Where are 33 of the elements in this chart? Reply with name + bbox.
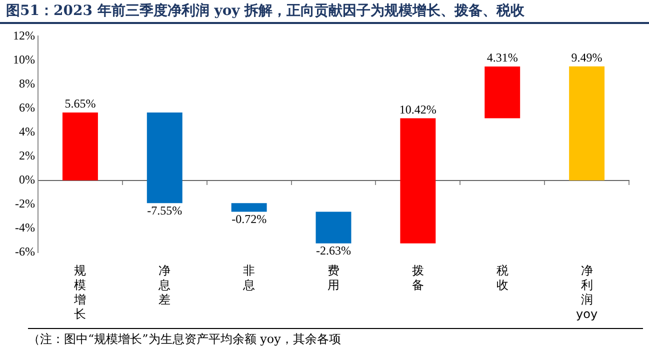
text: （注：图中“规模增长”为生息资产平均余额 yoy，其余各项 xyxy=(28,328,643,348)
y-tick-label: -4% xyxy=(14,220,35,235)
y-tick-label: 12% xyxy=(12,28,35,42)
bar xyxy=(62,112,98,180)
data-label: 5.65% xyxy=(64,96,96,111)
data-label: 10.42% xyxy=(399,102,436,116)
chart-title: 图51：2023 年前三季度净利润 yoy 拆解，正向贡献因子为规模增长、拨备、税收 xyxy=(6,2,525,20)
bar xyxy=(484,66,520,118)
x-tick-label: 规模增长 xyxy=(73,264,86,321)
bar xyxy=(316,212,352,244)
data-label: 9.49% xyxy=(571,50,602,65)
y-tick-label: 8% xyxy=(18,76,35,90)
y-tick-label: -6% xyxy=(14,244,35,259)
data-label: 4.31% xyxy=(486,50,518,65)
y-tick-label: 6% xyxy=(18,100,35,114)
y-tick-label: 10% xyxy=(12,52,35,66)
bar xyxy=(400,118,436,244)
bar xyxy=(569,66,605,180)
data-label: -7.55% xyxy=(147,203,182,218)
y-tick-label: -2% xyxy=(14,196,35,211)
y-tick-label: 4% xyxy=(18,124,35,138)
y-tick-label: 0% xyxy=(18,172,35,186)
bar xyxy=(146,112,182,204)
x-tick-label: 拨备 xyxy=(412,264,424,292)
data-label: -2.63% xyxy=(316,244,351,258)
data-label: -0.72% xyxy=(232,212,267,226)
x-tick-label: 非息 xyxy=(242,264,256,292)
x-tick-label: 费用 xyxy=(328,264,340,292)
y-tick-label: 2% xyxy=(18,148,35,162)
x-tick-label: 净利润yoy xyxy=(576,264,598,321)
x-tick-label: 税收 xyxy=(496,264,508,292)
x-tick-label: 净息差 xyxy=(158,264,171,307)
bar xyxy=(231,203,267,212)
